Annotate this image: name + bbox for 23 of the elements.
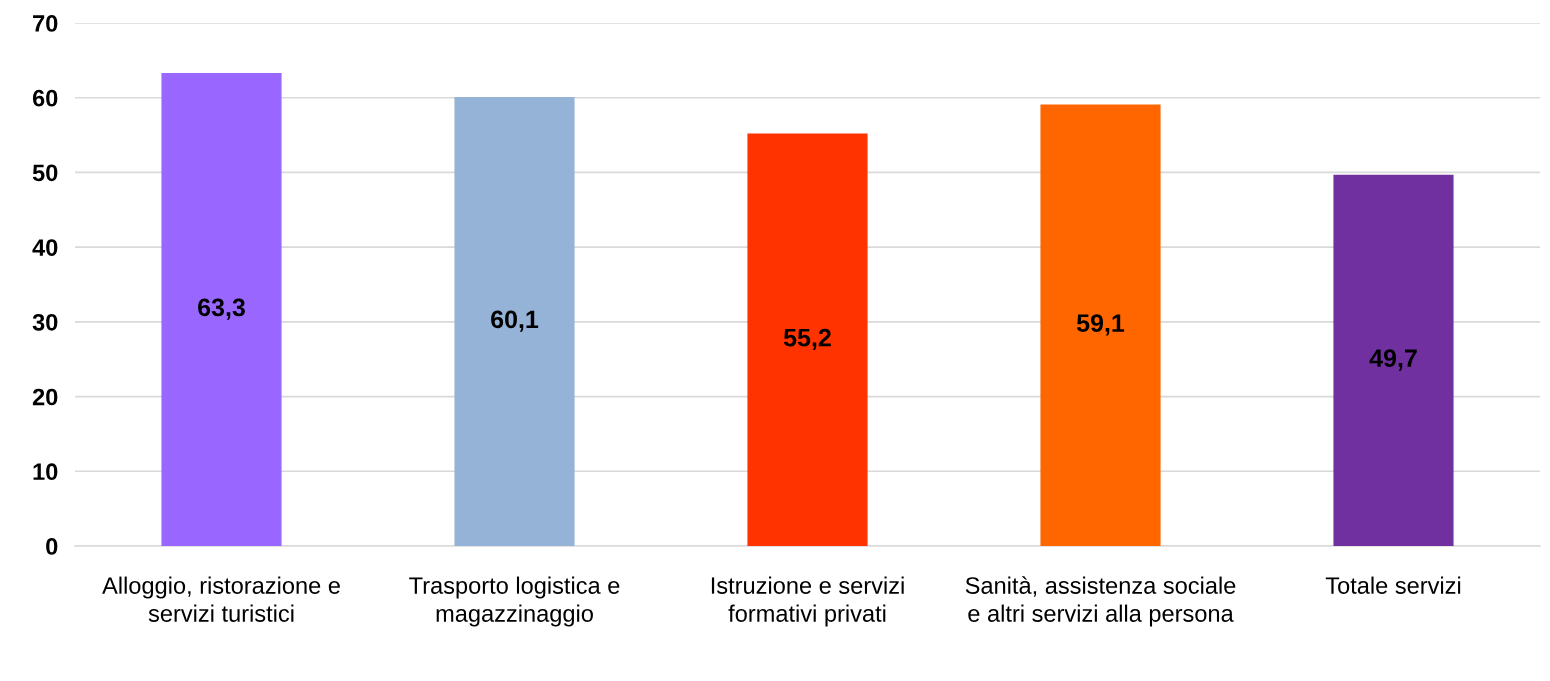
y-tick-label: 0 [46, 538, 58, 555]
data-label: 60,1 [491, 310, 539, 332]
y-tick-label: 60 [32, 89, 58, 107]
y-tick-label: 70 [33, 15, 58, 32]
y-tick-label: 10 [33, 463, 58, 481]
data-label: 49,7 [1369, 349, 1417, 371]
data-label: 63,3 [198, 298, 245, 320]
x-tick-label: Trasporto logistica e magazzinaggio [409, 576, 620, 627]
y-tick-label: 20 [32, 388, 58, 406]
x-tick-label: Istruzione e servizi formativi privati [711, 576, 904, 627]
bar [161, 73, 282, 546]
bar [1040, 104, 1161, 546]
y-tick-label: 50 [32, 164, 58, 182]
bar [1333, 174, 1454, 546]
data-label: 55,2 [783, 328, 831, 351]
bar [747, 133, 868, 546]
y-tick-label: 40 [32, 239, 58, 256]
x-tick-label: Totale servizi [1325, 576, 1461, 594]
bar [454, 96, 575, 546]
x-tick-label: Sanità, assistenza sociale e altri servizi alla persona [965, 576, 1236, 627]
data-label: 59,1 [1076, 314, 1125, 336]
y-tick-label: 30 [32, 313, 58, 331]
x-tick-label: Alloggio, ristorazione e servizi turistici [102, 576, 340, 622]
